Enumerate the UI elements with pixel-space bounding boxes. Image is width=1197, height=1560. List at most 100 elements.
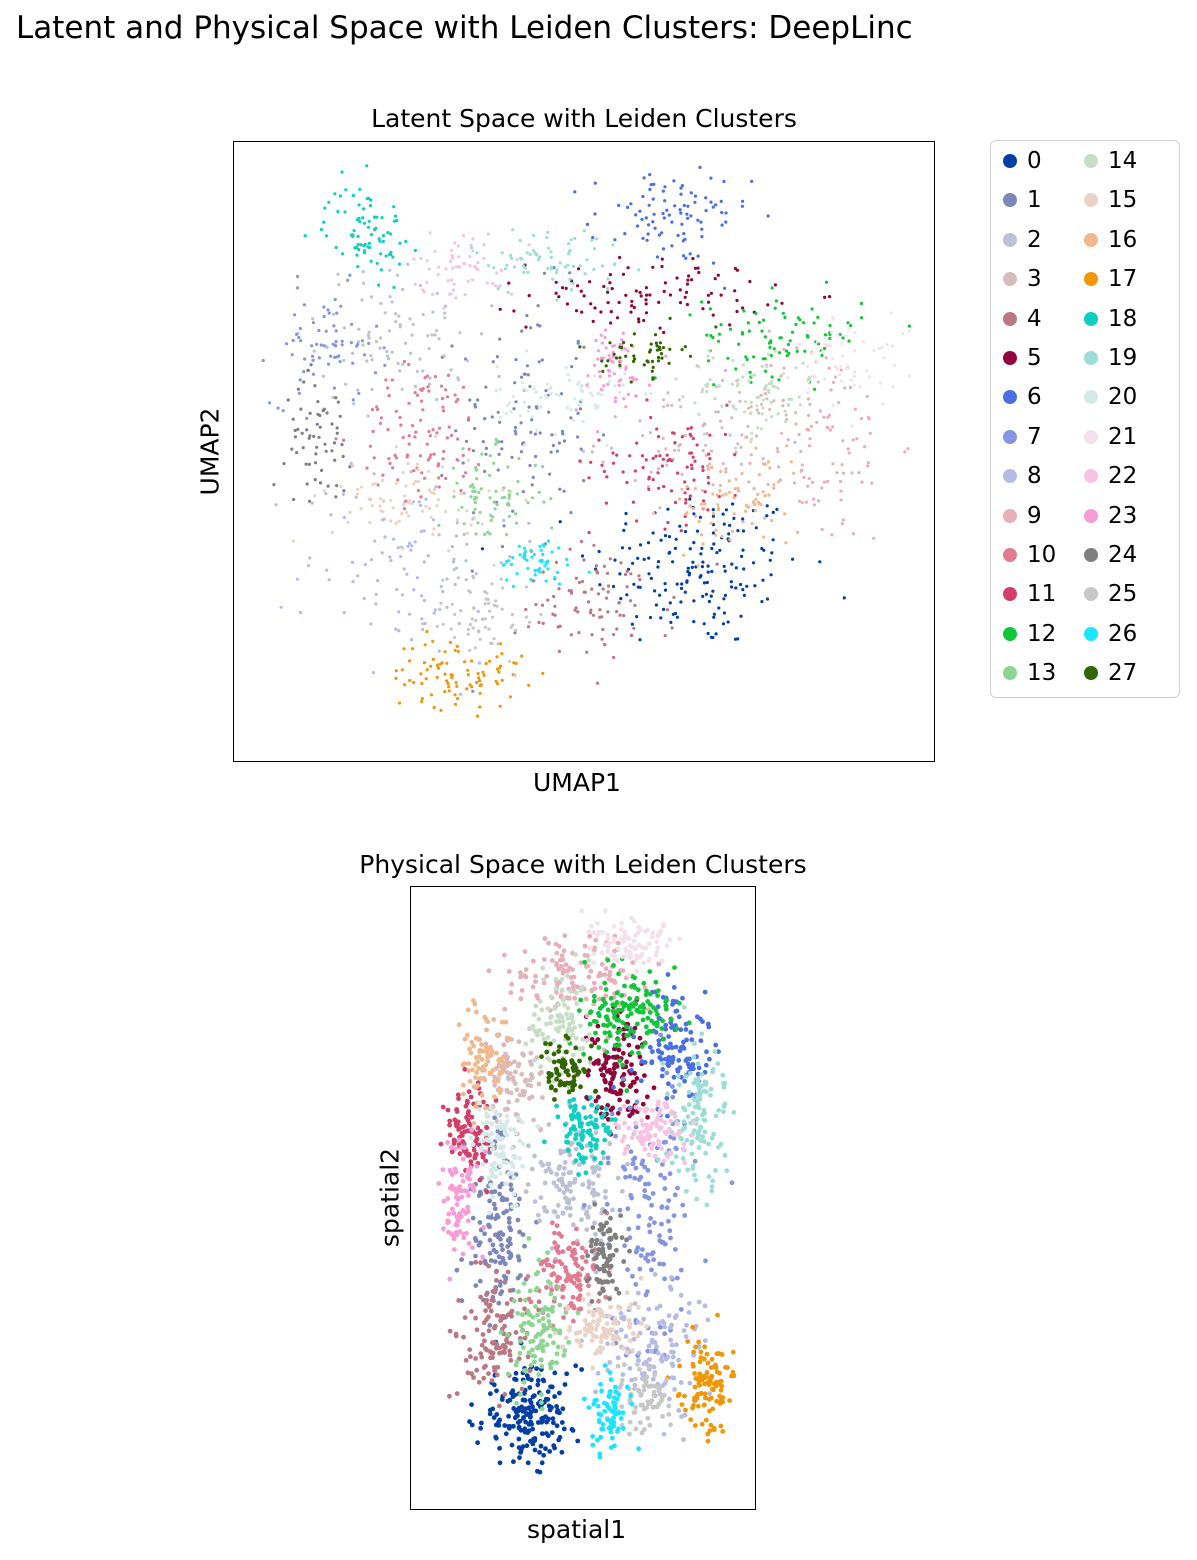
scatter-point — [358, 219, 362, 224]
scatter-point — [498, 387, 503, 391]
scatter-point — [634, 1099, 640, 1105]
scatter-point — [511, 1191, 517, 1197]
scatter-point — [500, 607, 504, 611]
scatter-point — [650, 369, 654, 373]
scatter-point — [476, 1107, 482, 1112]
scatter-point — [550, 433, 554, 437]
scatter-point — [427, 346, 431, 351]
scatter-point — [629, 1195, 634, 1201]
scatter-point — [447, 1393, 452, 1399]
scatter-point — [467, 1419, 472, 1424]
scatter-point — [530, 1338, 536, 1344]
scatter-point — [580, 1297, 586, 1302]
scatter-point — [412, 257, 416, 261]
scatter-point — [438, 1141, 444, 1147]
scatter-point — [534, 602, 538, 607]
scatter-point — [489, 1121, 495, 1127]
scatter-point — [685, 1114, 691, 1120]
scatter-point — [554, 392, 558, 396]
scatter-point — [465, 1370, 471, 1376]
legend-label: 26 — [1108, 620, 1138, 647]
scatter-point — [358, 187, 362, 191]
scatter-point — [858, 385, 862, 389]
figure-title: Latent and Physical Space with Leiden Cl… — [16, 10, 913, 46]
scatter-point — [658, 1032, 664, 1038]
scatter-point — [842, 596, 846, 600]
scatter-point — [586, 929, 592, 935]
scatter-point — [454, 296, 458, 300]
scatter-point — [704, 196, 708, 200]
scatter-point — [478, 705, 482, 709]
scatter-point — [598, 1067, 604, 1073]
scatter-point — [589, 988, 595, 994]
scatter-point — [437, 337, 441, 341]
scatter-point — [357, 391, 361, 395]
scatter-point — [572, 1127, 578, 1132]
scatter-point — [760, 329, 764, 333]
scatter-point — [541, 957, 547, 962]
legend-item-20: 20 — [1084, 383, 1137, 411]
scatter-point — [492, 603, 496, 607]
scatter-point — [342, 358, 346, 362]
scatter-point — [367, 219, 371, 223]
scatter-point — [606, 359, 610, 363]
scatter-point — [378, 346, 382, 350]
scatter-point — [601, 433, 606, 437]
scatter-point — [841, 471, 846, 475]
scatter-point — [713, 1383, 719, 1389]
scatter-point — [620, 338, 624, 342]
scatter-point — [471, 249, 475, 253]
scatter-point — [547, 1333, 553, 1339]
scatter-point — [728, 327, 733, 331]
scatter-point — [408, 612, 412, 616]
scatter-point — [360, 339, 364, 343]
scatter-point — [587, 476, 591, 480]
scatter-point — [690, 1324, 695, 1330]
scatter-point — [494, 1412, 500, 1417]
scatter-point — [530, 483, 534, 487]
scatter-point — [340, 170, 344, 174]
scatter-point — [627, 996, 632, 1001]
scatter-point — [363, 242, 367, 246]
scatter-point — [513, 1377, 519, 1383]
scatter-point — [708, 378, 712, 382]
scatter-point — [308, 434, 312, 438]
scatter-point — [565, 302, 569, 306]
scatter-point — [375, 407, 380, 412]
scatter-point — [549, 255, 553, 260]
scatter-point — [543, 393, 548, 397]
scatter-point — [669, 1275, 674, 1280]
scatter-point — [525, 1354, 531, 1360]
scatter-point — [605, 1117, 611, 1122]
scatter-point — [795, 349, 799, 353]
scatter-point — [477, 1100, 482, 1106]
scatter-point — [550, 1309, 555, 1314]
scatter-point — [311, 358, 315, 362]
scatter-point — [432, 611, 436, 615]
scatter-point — [469, 1309, 474, 1314]
scatter-point — [681, 1119, 687, 1124]
scatter-point — [488, 1182, 494, 1188]
scatter-point — [440, 473, 444, 478]
scatter-point — [608, 1080, 614, 1086]
scatter-point — [482, 1014, 488, 1020]
scatter-point — [690, 1361, 696, 1367]
scatter-point — [663, 1003, 669, 1009]
scatter-point — [642, 318, 646, 323]
scatter-point — [630, 1331, 636, 1336]
scatter-point — [580, 1254, 585, 1260]
scatter-point — [517, 1138, 523, 1144]
scatter-point — [340, 252, 345, 256]
scatter-point — [437, 523, 441, 527]
scatter-point — [450, 344, 454, 348]
scatter-point — [808, 444, 812, 448]
scatter-point — [861, 340, 865, 344]
scatter-point — [702, 1381, 707, 1387]
scatter-point — [596, 392, 600, 396]
scatter-point — [744, 503, 748, 507]
scatter-point — [435, 624, 439, 628]
scatter-point — [505, 1269, 511, 1275]
scatter-point — [521, 1092, 526, 1098]
scatter-point — [502, 1279, 508, 1285]
scatter-point — [650, 930, 656, 936]
